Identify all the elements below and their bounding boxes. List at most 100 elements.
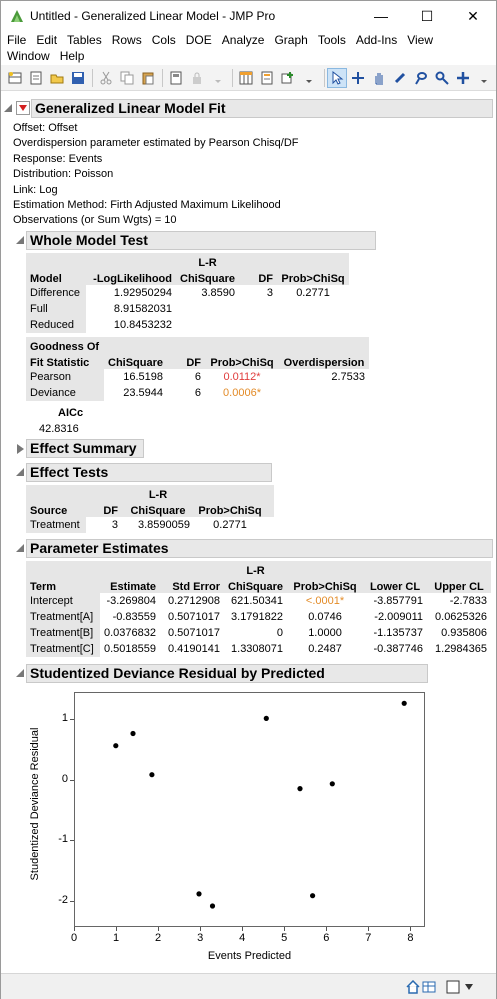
- y-tick-label: -1: [58, 833, 68, 846]
- dropdown-arrow-icon[interactable]: [208, 68, 227, 88]
- menu-edit[interactable]: Edit: [36, 33, 58, 47]
- table-row: Reduced 10.8453232: [26, 317, 349, 333]
- table-row: Treatment[C] 0.5018559 0.4190141 1.33080…: [26, 641, 491, 657]
- outline-disclosure-icon[interactable]: [16, 236, 24, 244]
- glm-fit-header[interactable]: Generalized Linear Model Fit: [31, 99, 493, 118]
- x-tick-label: 1: [112, 932, 120, 944]
- title-bar: Untitled - Generalized Linear Model - JM…: [1, 1, 496, 31]
- hand-tool-icon[interactable]: [370, 68, 389, 88]
- menu-help[interactable]: Help: [59, 49, 85, 63]
- data-grid-icon[interactable]: [236, 68, 255, 88]
- x-tick-mark: [158, 927, 160, 931]
- table-header-row: L-R: [26, 253, 350, 269]
- effect-tests-table: L-R Source DF ChiSquare Prob>ChiSq Treat…: [26, 485, 274, 533]
- open-folder-icon[interactable]: [47, 68, 66, 88]
- toolbar-overflow-icon[interactable]: [475, 68, 494, 88]
- data-point[interactable]: [130, 730, 136, 737]
- x-tick-label: 2: [155, 932, 162, 944]
- table-row: Deviance 23.5944 6 0.0006*: [26, 385, 369, 401]
- menu-window[interactable]: Window: [7, 49, 50, 63]
- y-tick-mark: [70, 900, 74, 902]
- dropdown-arrow-icon[interactable]: [299, 68, 318, 88]
- menu-tables[interactable]: Tables: [67, 33, 102, 47]
- data-point[interactable]: [209, 903, 216, 909]
- plus-tool-icon[interactable]: [454, 68, 473, 88]
- table-header-row: L-R: [26, 485, 274, 501]
- lock-icon[interactable]: [187, 68, 206, 88]
- x-axis-title: Events Predicted: [207, 950, 292, 962]
- residual-plot-header[interactable]: Studentized Deviance Residual by Predict…: [26, 664, 428, 683]
- calculator-icon[interactable]: [166, 68, 185, 88]
- menu-analyze[interactable]: Analyze: [221, 33, 265, 47]
- outline-disclosure-icon[interactable]: [16, 468, 24, 476]
- add-to-chart-icon[interactable]: [278, 68, 297, 88]
- save-icon[interactable]: [68, 68, 87, 88]
- arrow-tool-icon[interactable]: [327, 67, 347, 88]
- effect-summary-header[interactable]: Effect Summary: [26, 439, 144, 458]
- minimize-button[interactable]: —: [374, 8, 388, 24]
- y-axis-label: Studentized Deviance Residual: [29, 728, 41, 881]
- parameter-estimates-table: L-R Term Estimate Std Error ChiSquare Pr…: [26, 561, 492, 657]
- menu-view[interactable]: View: [407, 33, 433, 47]
- copy-icon[interactable]: [117, 68, 136, 88]
- outline-disclosure-icon[interactable]: [17, 444, 24, 454]
- red-triangle-menu-icon[interactable]: [16, 101, 30, 115]
- lasso-tool-icon[interactable]: [412, 68, 431, 88]
- data-point[interactable]: [263, 715, 269, 721]
- toolbar-separator: [323, 68, 325, 87]
- menu-add-ins[interactable]: Add-Ins: [355, 33, 398, 47]
- menu-file[interactable]: File: [7, 33, 27, 47]
- brush-tool-icon[interactable]: [391, 68, 410, 88]
- data-point[interactable]: [297, 786, 303, 792]
- parameter-estimates-header[interactable]: Parameter Estimates: [26, 539, 493, 558]
- menu-rows[interactable]: Rows: [111, 33, 142, 47]
- data-point[interactable]: [149, 772, 155, 778]
- x-tick-label: 3: [197, 932, 204, 944]
- outline-disclosure-icon[interactable]: [16, 544, 24, 552]
- data-point[interactable]: [310, 893, 316, 899]
- cut-icon[interactable]: [96, 68, 115, 88]
- y-tick-mark: [70, 779, 74, 781]
- close-button[interactable]: ✕: [467, 7, 479, 24]
- menu-graph[interactable]: Graph: [274, 33, 308, 47]
- magnifier-tool-icon[interactable]: [433, 68, 452, 88]
- new-data-table-icon[interactable]: [5, 68, 24, 88]
- x-tick-mark: [326, 927, 328, 931]
- x-tick-label: 8: [407, 932, 414, 944]
- table-header-row: Term Estimate Std Error ChiSquare Prob>C…: [26, 577, 492, 593]
- table-header-row: Goodness Of: [26, 337, 370, 353]
- data-point[interactable]: [401, 700, 407, 706]
- residual-scatter-plot[interactable]: [74, 692, 425, 927]
- data-point[interactable]: [329, 781, 335, 787]
- chevron-down-icon[interactable]: [464, 982, 474, 992]
- table-row: Intercept -3.269804 0.2712908 621.50341 …: [26, 593, 491, 609]
- new-script-icon[interactable]: [26, 68, 45, 88]
- table-row: Treatment 3 3.8590059 0.2771: [26, 517, 274, 533]
- data-point[interactable]: [113, 743, 119, 749]
- report-icon[interactable]: [257, 68, 276, 88]
- crosshair-tool-icon[interactable]: [349, 68, 368, 88]
- data-table-icon[interactable]: [422, 980, 436, 994]
- table-row: Pearson 16.5198 6 0.0112* 2.7533: [26, 369, 369, 385]
- menu-doe[interactable]: DOE: [185, 33, 212, 47]
- outline-disclosure-icon[interactable]: [16, 669, 24, 677]
- x-tick-label: 0: [70, 932, 78, 944]
- menu-cols[interactable]: Cols: [151, 33, 176, 47]
- maximize-button[interactable]: ☐: [420, 7, 434, 24]
- effect-tests-header[interactable]: Effect Tests: [26, 463, 272, 482]
- toolbar-separator: [162, 68, 164, 87]
- home-icon[interactable]: [406, 980, 420, 994]
- scatter-plot-area[interactable]: [75, 693, 424, 926]
- aicc-label: AICc: [58, 407, 84, 419]
- paste-icon[interactable]: [138, 68, 157, 88]
- y-tick-label: 1: [61, 712, 68, 725]
- whole-model-test-header[interactable]: Whole Model Test: [26, 231, 376, 250]
- x-tick-mark: [410, 927, 412, 931]
- window-list-icon[interactable]: [446, 980, 460, 994]
- menu-bar: File Edit Tables Rows Cols DOE Analyze Graph Too…: [1, 31, 496, 65]
- menu-tools[interactable]: Tools: [317, 33, 346, 47]
- data-point[interactable]: [196, 891, 202, 897]
- outline-disclosure-icon[interactable]: [4, 104, 12, 112]
- table-row: Treatment[B] 0.0376832 0.5071017 0 1.000…: [26, 625, 491, 641]
- x-tick-mark: [74, 927, 75, 931]
